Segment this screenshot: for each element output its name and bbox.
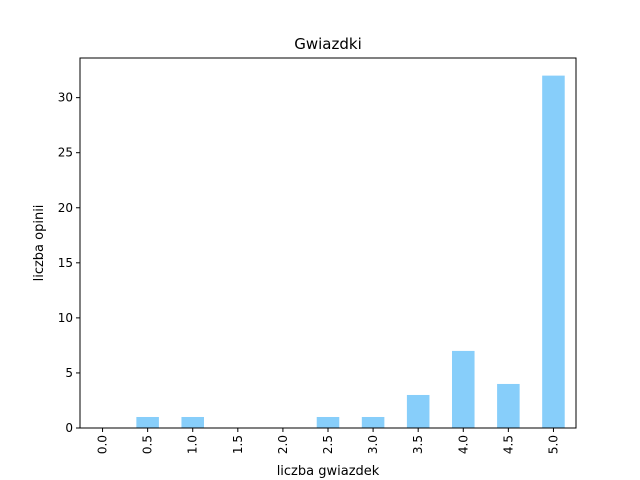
bar-4.5 — [497, 383, 520, 428]
y-tick-label: 25 — [58, 146, 73, 160]
x-tick-label: 0.0 — [96, 435, 110, 454]
bar-2.5 — [316, 416, 340, 428]
x-tick-label: 1.0 — [186, 435, 200, 454]
x-tick-label: 2.0 — [276, 435, 290, 454]
y-tick-label: 5 — [65, 366, 73, 380]
y-tick-label: 20 — [58, 201, 73, 215]
x-axis-ticks: 0.0 0.5 1.0 1.5 2.0 2.5 3.0 3.5 4.0 4.5 5.0 — [96, 428, 560, 454]
y-tick-label: 10 — [58, 311, 73, 325]
bar-4.0 — [452, 350, 475, 428]
bar-3.5 — [406, 394, 430, 428]
bar-0.5 — [136, 416, 159, 428]
x-tick-label: 3.5 — [411, 435, 425, 454]
bars-group — [136, 75, 565, 428]
x-tick-label: 4.5 — [501, 435, 515, 454]
x-tick-label: 1.5 — [231, 435, 245, 454]
x-tick-label: 4.0 — [456, 435, 470, 454]
y-tick-label: 0 — [65, 421, 73, 435]
x-tick-label: 5.0 — [546, 435, 560, 454]
x-axis-label: liczba gwiazdek — [277, 464, 380, 479]
x-tick-label: 2.5 — [321, 435, 335, 454]
chart-title: Gwiazdki — [294, 35, 362, 53]
x-tick-label: 0.5 — [141, 435, 155, 454]
bar-3.0 — [361, 416, 385, 428]
bar-1.0 — [181, 416, 204, 428]
y-tick-label: 30 — [58, 91, 73, 105]
y-tick-label: 15 — [58, 256, 73, 270]
y-axis-ticks: 0 5 10 15 20 25 30 — [58, 91, 80, 435]
plot-frame — [79, 57, 577, 429]
bar-5.0 — [542, 75, 565, 428]
x-tick-label: 3.0 — [366, 435, 380, 454]
y-axis-label: liczba opinii — [32, 205, 47, 282]
